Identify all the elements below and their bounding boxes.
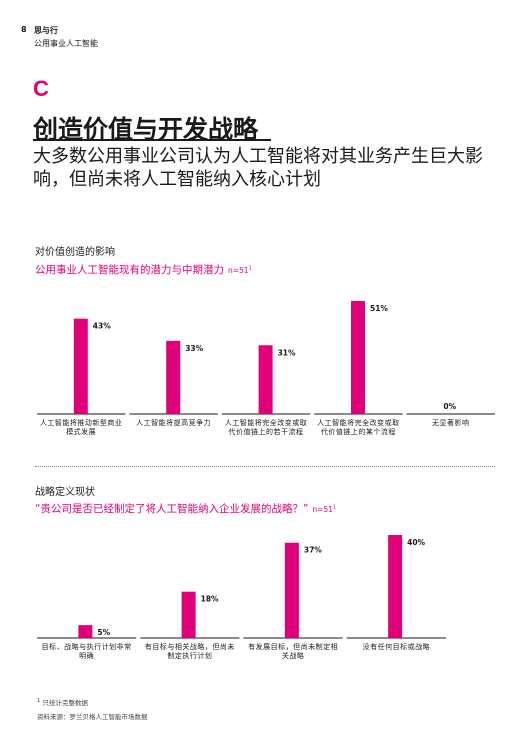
chart2-bar [78,625,93,638]
chart2-value-label: 18% [201,595,219,604]
chart1-value-label: 33% [185,344,203,353]
chart1-category-label: 人工智能将推动新型商业模式发展 [39,419,123,436]
section-subtitle: 大多数公用事业公司认为人工智能将对其业务产生巨大影响，但尚未将人工智能纳入核心计… [33,146,483,190]
chart2-value-label: 37% [304,546,322,555]
chart2-plot: 5% 18% 37% 40% [37,535,446,639]
header-title: 思与行 [34,26,58,35]
footnote: 1 只统计完整数据 [37,697,88,707]
chart2-bar [388,535,403,638]
chart2-category-label: 有发展目标，但尚未制定相关战略 [248,643,339,660]
chart1-bar [351,300,366,414]
chart1-title: 公用事业人工智能现有的潜力与中期潜力 n=511 [35,262,252,277]
chart2-title: “贵公司是否已经制定了将人工智能纳入企业发展的战略？” n=511 [35,501,336,516]
chart1-category-label: 人工智能将提高竞争力 [136,419,212,427]
chart2-bar [181,591,196,638]
chart2-n-label: n=511 [312,504,337,515]
chart2-value-label: 5% [97,628,110,637]
chart1-value-label: 43% [93,322,111,331]
page-number: 8 [21,25,27,34]
chart1-bar [166,340,181,414]
chart1-category-label: 无显著影响 [432,419,470,427]
chart2-bar [284,542,299,638]
footnote-marker: 1 [37,697,41,704]
chart2-category-label: 有目标与相关战略，但尚未制定执行计划 [144,643,235,660]
chart1-n-label: n=511 [228,265,252,276]
header-subtitle: 公用事业人工智能 [34,39,98,48]
title-underline [33,139,271,141]
chart1-category-label: 人工智能将完全改变或取代价值链上的某个流程 [317,419,400,436]
chart1-bar [258,345,273,414]
section-letter: C [33,76,49,101]
chart1-heading: 对价值创造的影响 [35,247,115,258]
chart2-value-label: 40% [407,538,425,547]
section-divider [35,466,495,467]
chart1-category-label: 人工智能将完全改变或取代价值链上的若干流程 [224,419,308,436]
chart1-value-label: 0% [443,402,456,411]
chart2-category-label: 目标、战略与执行计划非常明确 [41,643,132,660]
chart1-bar [73,318,88,414]
chart2-title-text: “贵公司是否已经制定了将人工智能纳入企业发展的战略？” [35,503,309,515]
chart1-value-label: 51% [370,304,388,313]
chart1-plot: 43% 33% 31% 51% 0% [37,300,495,415]
source-note: 资料来源：罗兰贝格人工智能市场数据 [37,713,148,721]
chart1-value-label: 31% [278,348,296,357]
chart1-title-text: 公用事业人工智能现有的潜力与中期潜力 [35,264,224,276]
chart2-category-label: 没有任何目标或战略 [362,643,431,651]
footnote-text: 只统计完整数据 [42,699,89,707]
chart2-heading: 战略定义现状 [35,487,95,498]
